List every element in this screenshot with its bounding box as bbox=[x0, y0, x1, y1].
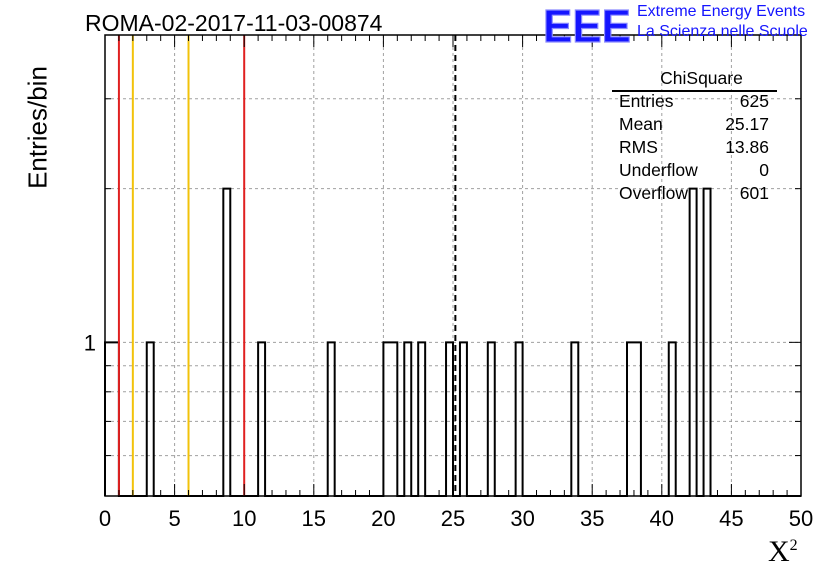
stats-row: Entries 625 bbox=[612, 90, 777, 113]
x-tick-label: 10 bbox=[232, 506, 256, 531]
stats-key: RMS bbox=[619, 137, 658, 157]
logo-line-2: La Scienza nelle Scuole bbox=[637, 23, 808, 40]
x-axis-label: X2 bbox=[768, 535, 798, 568]
logo-text: EEE bbox=[543, 2, 631, 46]
x-tick-label: 30 bbox=[510, 506, 534, 531]
stats-key: Overflow bbox=[619, 183, 689, 203]
stats-box: ChiSquare Entries 625 Mean 25.17 RMS 13.… bbox=[612, 67, 777, 205]
x-tick-label: 5 bbox=[168, 506, 180, 531]
x-tick-label: 0 bbox=[99, 506, 111, 531]
stats-row: Underflow 0 bbox=[612, 159, 777, 182]
x-tick-label: 20 bbox=[371, 506, 395, 531]
y-axis-label: Entries/bin bbox=[22, 66, 53, 189]
stats-key: Mean bbox=[619, 114, 663, 134]
stats-row: Overflow 601 bbox=[612, 182, 777, 205]
stats-box-divider bbox=[612, 90, 777, 92]
eee-logo: EEE bbox=[543, 2, 632, 46]
x-tick-label: 45 bbox=[719, 506, 743, 531]
x-tick-label: 40 bbox=[650, 506, 674, 531]
stats-value: 0 bbox=[759, 160, 769, 180]
y-tick-label: 1 bbox=[84, 330, 96, 355]
stats-value: 25.17 bbox=[725, 114, 769, 134]
x-tick-label: 15 bbox=[302, 506, 326, 531]
histogram-outline bbox=[104, 187, 801, 497]
x-tick-label: 25 bbox=[441, 506, 465, 531]
stats-row: Mean 25.17 bbox=[612, 113, 777, 136]
stats-key: Entries bbox=[619, 91, 674, 111]
stats-value: 625 bbox=[739, 91, 769, 111]
stats-row: RMS 13.86 bbox=[612, 136, 777, 159]
stats-box-name: ChiSquare bbox=[660, 68, 743, 88]
chart-title: ROMA-02-2017-11-03-00874 bbox=[85, 10, 383, 36]
x-tick-label: 35 bbox=[580, 506, 604, 531]
stats-key: Underflow bbox=[619, 160, 698, 180]
stats-value: 13.86 bbox=[725, 137, 769, 157]
stats-value: 601 bbox=[739, 183, 769, 203]
x-tick-label: 50 bbox=[789, 506, 813, 531]
logo-line-1: Extreme Energy Events bbox=[637, 3, 806, 20]
